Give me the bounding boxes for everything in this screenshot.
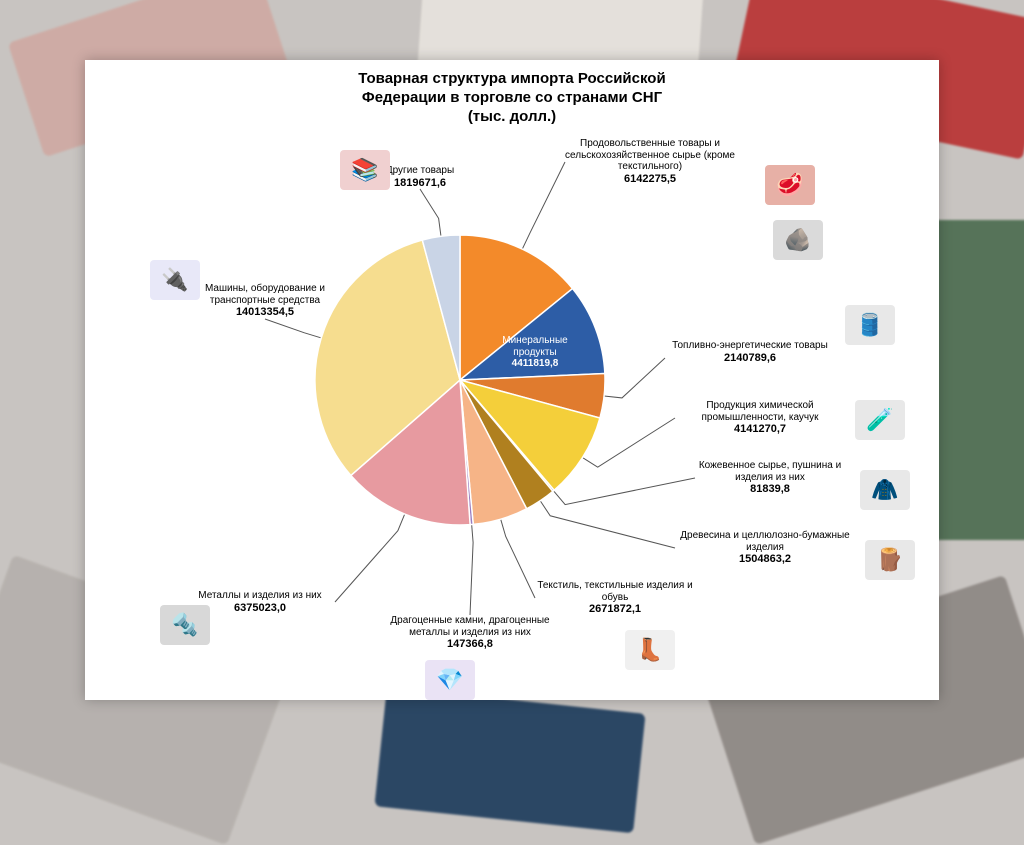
leader-metals (335, 514, 405, 602)
food-icon: 🥩 (765, 165, 815, 205)
leader-other (420, 189, 441, 236)
leader-fuel (604, 358, 665, 398)
leather-icon: 🧥 (860, 470, 910, 510)
chem-icon: 🧪 (855, 400, 905, 440)
wood-icon: 🪵 (865, 540, 915, 580)
pie-label-chem: Продукция химической промышленности, кау… (675, 400, 845, 436)
pie-label-gems: Драгоценные камни, драгоценные металлы и… (385, 615, 555, 651)
metals-icon: 🔩 (160, 605, 210, 645)
leader-textile (501, 519, 535, 598)
leader-gems (470, 525, 473, 615)
gems-icon: 💎 (425, 660, 475, 700)
chart-title: Товарная структура импорта Российской Фе… (85, 70, 939, 126)
textile-icon: 👢 (625, 630, 675, 670)
chart-title-line2: Федерации в торговле со странами СНГ (362, 89, 662, 106)
chart-title-line3: (тыс. долл.) (468, 108, 556, 125)
other-icon: 📚 (340, 150, 390, 190)
chart-title-line1: Товарная структура импорта Российской (358, 70, 665, 87)
pie-label-textile: Текстиль, текстильные изделия и обувь267… (535, 580, 695, 616)
pie-label-machines: Машины, оборудование и транспортные сред… (180, 283, 350, 319)
pie-label-wood: Древесина и целлюлозно-бумажные изделия1… (675, 530, 855, 566)
pie-label-food: Продовольственные товары и сельскохозяйс… (565, 138, 735, 185)
pie-label-leather: Кожевенное сырье, пушнина и изделия из н… (695, 460, 845, 496)
chart-panel: Товарная структура импорта Российской Фе… (85, 60, 939, 700)
pie-label-mineral: Минеральные продукты4411819,8 (480, 335, 590, 370)
mineral-icon: 🪨 (773, 220, 823, 260)
pie-chart (313, 233, 607, 527)
pie-label-fuel: Топливно-энергетические товары2140789,6 (665, 340, 835, 364)
fuel-icon: 🛢️ (845, 305, 895, 345)
machines-icon: 🔌 (150, 260, 200, 300)
